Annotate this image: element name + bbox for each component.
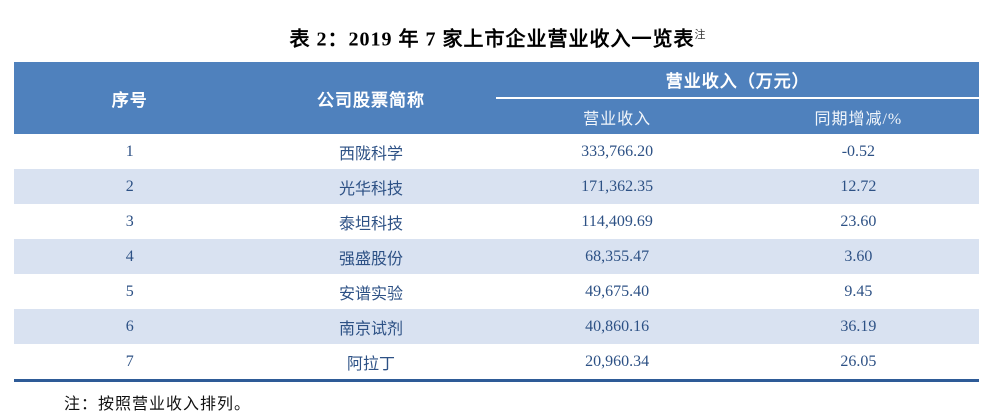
cell-change: 26.05	[737, 344, 979, 381]
table-row: 5 安谱实验 49,675.40 9.45	[14, 274, 979, 309]
table-row: 7 阿拉丁 20,960.34 26.05	[14, 344, 979, 381]
table-row: 3 泰坦科技 114,409.69 23.60	[14, 204, 979, 239]
cell-seq: 6	[14, 309, 246, 344]
cell-seq: 3	[14, 204, 246, 239]
cell-change: 23.60	[737, 204, 979, 239]
cell-seq: 2	[14, 169, 246, 204]
header-revenue-sub: 营业收入	[496, 98, 738, 134]
header-row-top: 序号 公司股票简称 营业收入（万元）	[14, 62, 979, 134]
table-caption-text: 表 2：2019 年 7 家上市企业营业收入一览表	[289, 28, 695, 51]
cell-revenue: 171,362.35	[496, 169, 738, 204]
cell-change: 36.19	[737, 309, 979, 344]
cell-company: 光华科技	[245, 169, 497, 204]
table-row: 2 光华科技 171,362.35 12.72	[14, 169, 979, 204]
cell-company: 泰坦科技	[245, 204, 497, 239]
cell-seq: 5	[14, 274, 246, 309]
table-row: 4 强盛股份 68,355.47 3.60	[14, 239, 979, 274]
cell-seq: 7	[14, 344, 246, 381]
cell-company: 南京试剂	[245, 309, 497, 344]
table-caption: 表 2：2019 年 7 家上市企业营业收入一览表注	[0, 0, 995, 51]
revenue-table: 序号 公司股票简称 营业收入（万元） 营业收入 同期增减/% 1 西陇科学 33…	[14, 62, 979, 382]
revenue-table-header: 序号 公司股票简称 营业收入（万元） 营业收入 同期增减/%	[14, 62, 979, 134]
cell-revenue: 49,675.40	[496, 274, 738, 309]
header-change-sub: 同期增减/%	[737, 98, 979, 134]
cell-company: 阿拉丁	[245, 344, 497, 381]
table-note: 注：按照营业收入排列。	[64, 396, 252, 413]
cell-company: 西陇科学	[245, 134, 497, 169]
cell-change: 9.45	[737, 274, 979, 309]
cell-change: 3.60	[737, 239, 979, 274]
header-company: 公司股票简称	[245, 62, 497, 134]
cell-revenue: 114,409.69	[496, 204, 738, 239]
cell-revenue: 40,860.16	[496, 309, 738, 344]
table-row: 6 南京试剂 40,860.16 36.19	[14, 309, 979, 344]
cell-revenue: 333,766.20	[496, 134, 738, 169]
header-row-sub: 营业收入 同期增减/%	[14, 98, 979, 134]
cell-company: 强盛股份	[245, 239, 497, 274]
cell-change: -0.52	[737, 134, 979, 169]
table-row: 1 西陇科学 333,766.20 -0.52	[14, 134, 979, 169]
cell-company: 安谱实验	[245, 274, 497, 309]
cell-seq: 4	[14, 239, 246, 274]
cell-change: 12.72	[737, 169, 979, 204]
cell-seq: 1	[14, 134, 246, 169]
cell-revenue: 68,355.47	[496, 239, 738, 274]
caption-footnote-marker: 注	[694, 29, 706, 41]
cell-revenue: 20,960.34	[496, 344, 738, 381]
header-revenue-group: 营业收入（万元）	[496, 62, 979, 99]
header-seq: 序号	[14, 62, 246, 134]
revenue-table-body: 1 西陇科学 333,766.20 -0.52 2 光华科技 171,362.3…	[14, 134, 979, 381]
